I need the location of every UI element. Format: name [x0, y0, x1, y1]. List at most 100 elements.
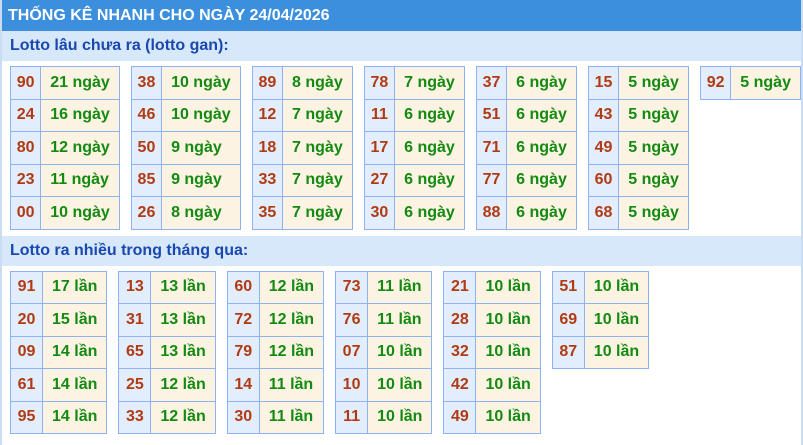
table-row: 15 5 ngày [587, 66, 689, 100]
frequent-table: 51 10 lần 69 10 lần 87 10 lần [551, 270, 650, 370]
table-row: 27 6 ngày [363, 163, 465, 197]
number-cell: 71 [475, 131, 508, 165]
table-row: 85 9 ngày [130, 163, 241, 197]
gan-tables: 90 21 ngày 24 16 ngày 80 12 ngày 23 11 ngày 00 10… [2, 61, 801, 236]
table-row: 23 11 ngày [9, 163, 120, 197]
table-row: 28 10 lần [443, 303, 541, 337]
number-cell: 92 [699, 66, 732, 100]
count-cell: 13 lần [150, 335, 216, 369]
number-cell: 27 [363, 163, 396, 197]
count-cell: 7 ngày [282, 163, 353, 197]
page-title: THỐNG KÊ NHANH CHO NGÀY 24/04/2026 [2, 0, 801, 31]
count-cell: 11 lần [367, 270, 433, 304]
number-cell: 91 [10, 270, 43, 304]
table-row: 14 11 lần [226, 368, 325, 402]
table-row: 35 7 ngày [251, 196, 353, 230]
table-row: 72 12 lần [226, 303, 325, 337]
frequent-table: 60 12 lần 72 12 lần 79 12 lần 14 11 lần 30 11 lần [226, 270, 325, 435]
table-row: 24 16 ngày [9, 98, 120, 132]
number-cell: 68 [587, 196, 620, 230]
number-cell: 10 [335, 368, 369, 402]
number-cell: 61 [10, 368, 43, 402]
table-row: 79 12 lần [226, 335, 325, 369]
table-row: 49 10 lần [443, 400, 541, 434]
number-cell: 21 [443, 270, 477, 304]
number-cell: 30 [226, 400, 260, 434]
table-row: 33 7 ngày [251, 163, 353, 197]
gan-table: 38 10 ngày 46 10 ngày 50 9 ngày 85 9 ngày 26 8 ng… [130, 66, 241, 230]
frequent-tables: 91 17 lần 20 15 lần 09 14 lần 61 14 lần 95 14 lần… [2, 266, 801, 441]
table-row: 31 13 lần [118, 303, 216, 337]
count-cell: 15 lần [41, 303, 108, 337]
number-cell: 60 [226, 270, 260, 304]
gan-table: 15 5 ngày 43 5 ngày 49 5 ngày 60 5 ngày 68 5 ngày [587, 66, 689, 230]
count-cell: 13 lần [150, 270, 216, 304]
number-cell: 13 [118, 270, 152, 304]
number-cell: 88 [475, 196, 508, 230]
table-row: 32 10 lần [443, 335, 541, 369]
number-cell: 32 [443, 335, 477, 369]
table-row: 07 10 lần [335, 335, 433, 369]
count-cell: 6 ngày [506, 66, 577, 100]
number-cell: 42 [443, 368, 477, 402]
count-cell: 10 lần [583, 335, 650, 369]
table-row: 21 10 lần [443, 270, 541, 304]
number-cell: 80 [9, 131, 42, 165]
number-cell: 26 [130, 196, 163, 230]
table-row: 95 14 lần [10, 400, 108, 434]
gan-table: 78 7 ngày 11 6 ngày 17 6 ngày 27 6 ngày 30 6 ngày [363, 66, 465, 230]
number-cell: 24 [9, 98, 42, 132]
number-cell: 43 [587, 98, 620, 132]
number-cell: 49 [443, 400, 477, 434]
table-row: 43 5 ngày [587, 98, 689, 132]
gan-heading: Lotto lâu chưa ra (lotto gan): [2, 31, 801, 61]
count-cell: 11 lần [367, 303, 433, 337]
count-cell: 10 lần [475, 303, 541, 337]
count-cell: 9 ngày [161, 131, 241, 165]
number-cell: 38 [130, 66, 163, 100]
number-cell: 73 [335, 270, 369, 304]
count-cell: 10 ngày [161, 98, 241, 132]
number-cell: 17 [363, 131, 396, 165]
table-row: 37 6 ngày [475, 66, 577, 100]
count-cell: 12 lần [258, 270, 325, 304]
number-cell: 72 [226, 303, 260, 337]
table-row: 73 11 lần [335, 270, 433, 304]
table-row: 78 7 ngày [363, 66, 465, 100]
gan-table: 92 5 ngày [699, 66, 801, 100]
number-cell: 35 [251, 196, 284, 230]
table-row: 00 10 ngày [9, 196, 120, 230]
table-row: 30 11 lần [226, 400, 325, 434]
frequent-table: 13 13 lần 31 13 lần 65 13 lần 25 12 lần 33 12 lần [118, 270, 216, 435]
count-cell: 5 ngày [618, 98, 689, 132]
count-cell: 5 ngày [618, 131, 689, 165]
count-cell: 10 lần [367, 368, 433, 402]
number-cell: 49 [587, 131, 620, 165]
count-cell: 8 ngày [282, 66, 353, 100]
number-cell: 09 [10, 335, 43, 369]
table-row: 89 8 ngày [251, 66, 353, 100]
count-cell: 14 lần [41, 400, 108, 434]
table-row: 68 5 ngày [587, 196, 689, 230]
count-cell: 6 ngày [506, 163, 577, 197]
table-row: 90 21 ngày [9, 66, 120, 100]
number-cell: 37 [475, 66, 508, 100]
table-row: 10 10 lần [335, 368, 433, 402]
count-cell: 10 ngày [40, 196, 120, 230]
table-row: 61 14 lần [10, 368, 108, 402]
number-cell: 69 [551, 303, 585, 337]
table-row: 18 7 ngày [251, 131, 353, 165]
table-row: 87 10 lần [551, 335, 650, 369]
count-cell: 5 ngày [618, 196, 689, 230]
gan-table: 37 6 ngày 51 6 ngày 71 6 ngày 77 6 ngày 88 6 ngày [475, 66, 577, 230]
number-cell: 85 [130, 163, 163, 197]
table-row: 25 12 lần [118, 368, 216, 402]
number-cell: 12 [251, 98, 284, 132]
count-cell: 10 lần [475, 335, 541, 369]
count-cell: 10 lần [583, 303, 650, 337]
count-cell: 21 ngày [40, 66, 120, 100]
count-cell: 12 lần [150, 368, 216, 402]
frequent-heading: Lotto ra nhiều trong tháng qua: [2, 235, 801, 266]
table-row: 49 5 ngày [587, 131, 689, 165]
